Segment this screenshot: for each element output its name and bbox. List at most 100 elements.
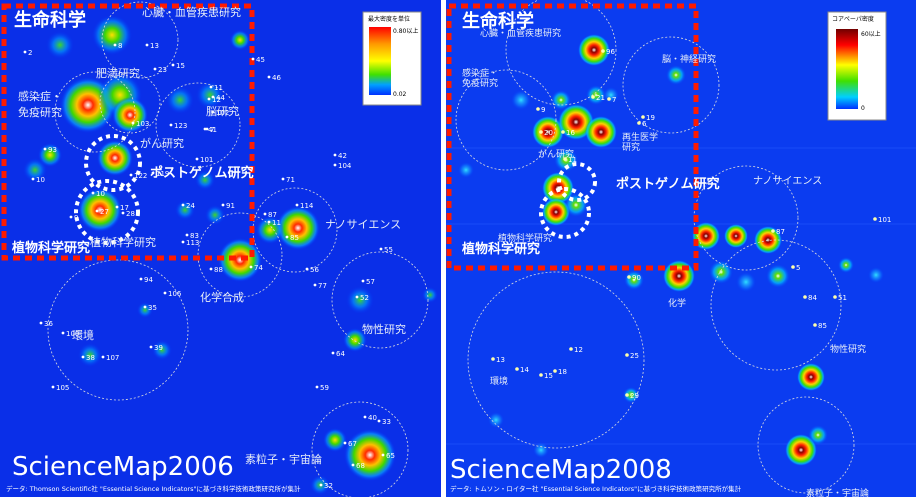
cluster-number: 87: [776, 228, 785, 236]
cluster-number: 11: [214, 84, 223, 92]
label-nano: ナノサイエンス: [325, 218, 401, 231]
highlight-circles-2008: [539, 162, 597, 239]
life-science-title: 生命科学: [14, 9, 86, 31]
legend-2008: コアペーパ密度 60以上 0: [827, 11, 887, 121]
cluster-number: 12: [212, 96, 221, 104]
cluster-number: 52: [360, 294, 369, 302]
footer-2006: データ: Thomson Scientific社 "Essential Scie…: [6, 484, 301, 493]
legend-min-2006: 0.02: [393, 91, 407, 98]
cluster-number: 28: [126, 210, 135, 218]
paper-dot: [491, 357, 495, 361]
cluster-number: 33: [382, 418, 391, 426]
cluster-number: 46: [272, 74, 281, 82]
cluster-number: 90: [632, 274, 641, 282]
paper-dot: [169, 123, 173, 127]
cluster-number: 25: [630, 352, 639, 360]
paper-dot: [91, 191, 95, 195]
label-heart-2008: 心臓・血管疾患研究: [480, 27, 561, 39]
cluster-number: 16: [566, 129, 575, 137]
paper-dot: [591, 95, 595, 99]
cluster-number: 114: [300, 202, 314, 210]
paper-dot: [361, 279, 365, 283]
paper-dot: [539, 373, 543, 377]
legend-max-2008: 60以上: [861, 30, 881, 38]
paper-dot: [181, 240, 185, 244]
cluster-number: 83: [190, 232, 199, 240]
cluster-number: 119: [156, 170, 169, 178]
cluster-number: 51: [838, 294, 847, 302]
paper-dot: [39, 321, 43, 325]
cluster-number: 15: [544, 372, 553, 380]
paper-dot: [539, 130, 543, 134]
label-chem-2008: 化学: [668, 297, 686, 309]
cluster-number: 10: [36, 176, 45, 184]
paper-dot: [333, 153, 337, 157]
footer-2008: データ: トムソン・ロイター社 "Essential Science Indic…: [450, 484, 742, 493]
density-blobs-2008: [458, 34, 884, 466]
legend-2006: 最大密度を単位 0.80以上 0.02: [362, 11, 422, 106]
label-postgenome: ポストゲノム研究: [150, 165, 254, 181]
cluster-number: 41: [208, 126, 217, 134]
cluster-number: 65: [386, 452, 395, 460]
paper-dot: [23, 50, 27, 54]
paper-dot: [221, 203, 225, 207]
cluster-number: 88: [214, 266, 223, 274]
paper-dot: [115, 205, 119, 209]
cluster-number: 2: [28, 49, 32, 57]
cluster-number: 102: [216, 109, 229, 117]
brand-2006: ScienceMap2006: [12, 452, 234, 482]
paper-dot: [833, 295, 837, 299]
paper-dot: [131, 121, 135, 125]
paper-dot: [121, 211, 125, 215]
paper-dot: [641, 115, 645, 119]
label-immunity-2008: 免疫研究: [462, 77, 498, 89]
label-env-2008: 環境: [490, 375, 508, 387]
label-immunity: 免疫研究: [18, 105, 62, 119]
paper-dot: [343, 441, 347, 445]
paper-dot: [181, 203, 185, 207]
cluster-number: 27: [100, 208, 109, 216]
cluster-number: 96: [606, 48, 615, 56]
cluster-number: 122: [134, 172, 147, 180]
cluster-number: 20: [544, 129, 553, 137]
paper-dot: [607, 97, 611, 101]
cluster-number: 74: [254, 264, 263, 272]
paper-dot: [31, 177, 35, 181]
paper-dot: [563, 157, 567, 161]
brand-2008: ScienceMap2008: [450, 455, 672, 485]
legend-title-2008: コアペーパ密度: [832, 15, 874, 23]
sciencemap-2006-panel: 2 13 8 23 45 46 15 11 12 44 7 102 103 123 93 41 10 122 119…: [0, 0, 441, 497]
paper-dot: [319, 483, 323, 487]
label-nano-2008: ナノサイエンス: [753, 175, 822, 187]
cluster-number: 91: [226, 202, 235, 210]
cluster-number: 15: [176, 62, 185, 70]
paper-dot: [171, 63, 175, 67]
paper-dot: [149, 345, 153, 349]
paper-dot: [195, 157, 199, 161]
cluster-number: 13: [496, 356, 505, 364]
paper-dot: [803, 295, 807, 299]
cluster-number: 17: [120, 204, 129, 212]
paper-dot: [151, 171, 155, 175]
cluster-number: 44: [216, 94, 225, 102]
paper-dot: [313, 283, 317, 287]
paper-dot: [43, 147, 47, 151]
cluster-number: 45: [256, 56, 265, 64]
label-brainnerve-2008: 脳・神経研究: [662, 53, 716, 65]
paper-dot: [185, 233, 189, 237]
cluster-number: 7: [210, 126, 214, 134]
paper-dot: [333, 163, 337, 167]
cluster-number: 106: [168, 290, 182, 298]
paper-dot: [153, 67, 157, 71]
cluster-numbers-2008: 96 21 9 20 16 19 11 7 6 87 90 5 84 51 13 14 12 18 15 29 25 10…: [491, 48, 891, 400]
cluster-number: 24: [186, 202, 195, 210]
paper-dot: [61, 331, 65, 335]
paper-dot: [263, 212, 267, 216]
cluster-number: 38: [86, 354, 95, 362]
cluster-number: 85: [818, 322, 827, 330]
paper-dot: [561, 130, 565, 134]
paper-dot: [315, 385, 319, 389]
cluster-number: 8: [118, 42, 122, 50]
